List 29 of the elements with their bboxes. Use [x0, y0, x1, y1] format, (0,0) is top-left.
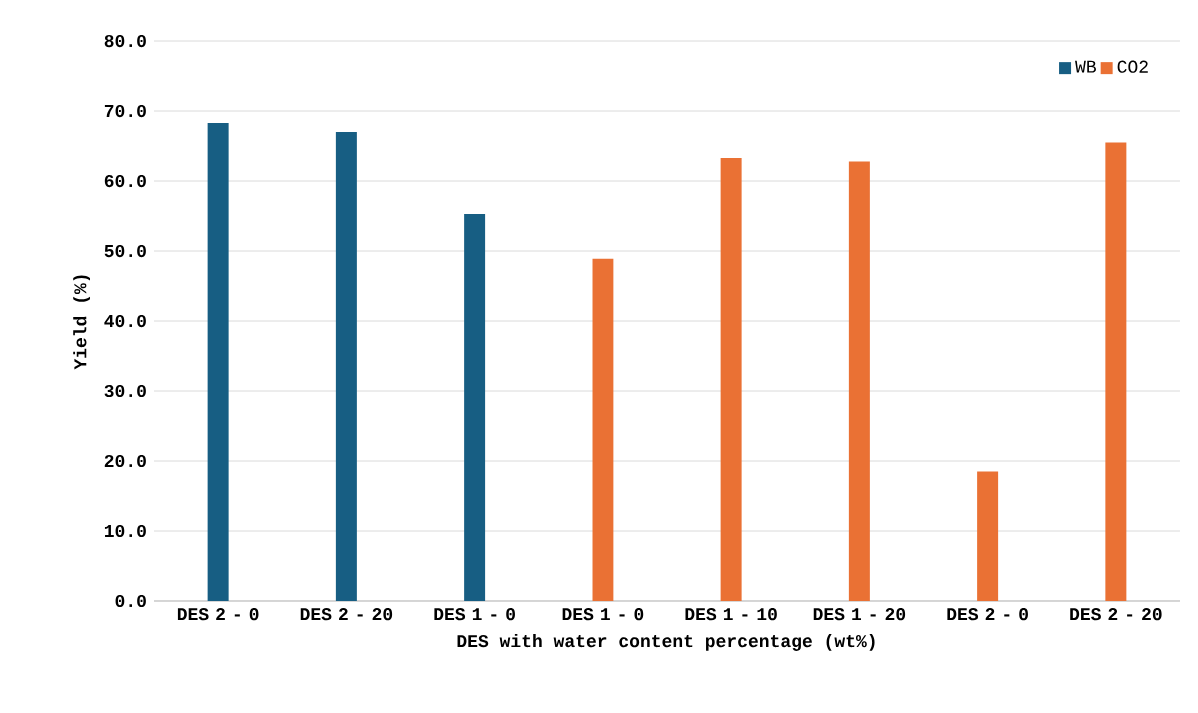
- bar: [207, 122, 229, 601]
- x-tick-label: DES 1 - 0: [562, 608, 644, 621]
- bar: [977, 471, 999, 601]
- bar: [464, 213, 486, 601]
- bar: [848, 161, 870, 601]
- y-tick-label: 20.0: [104, 454, 146, 468]
- x-tick-label: DES 1 - 0: [434, 608, 515, 621]
- x-tick-label: DES 2 - 20: [300, 608, 393, 621]
- y-tick-label: 30.0: [104, 384, 146, 398]
- y-tick-label: 70.0: [104, 104, 146, 118]
- legend-label: CO2: [1117, 60, 1148, 73]
- x-axis-title: DES with water content percentage (wt%): [457, 634, 875, 651]
- x-tick-label: DES 2 - 20: [1070, 608, 1162, 621]
- y-tick-label: 50.0: [104, 244, 146, 258]
- bar: [720, 157, 742, 601]
- x-tick-label: DES 2 - 0: [177, 608, 259, 621]
- bar: [335, 132, 357, 601]
- y-tick-label: 80.0: [104, 34, 146, 48]
- y-tick-label: 40.0: [104, 314, 146, 328]
- y-tick-label: 10.0: [104, 524, 146, 538]
- x-tick-label: DES 1 - 10: [685, 608, 777, 621]
- x-tick-label: DES 1 - 20: [813, 608, 906, 621]
- y-axis-title: Yield (%): [73, 275, 90, 370]
- y-tick-label: 0.0: [115, 594, 146, 608]
- legend-label: WB: [1075, 60, 1096, 73]
- x-tick-label: DES 2 - 0: [947, 608, 1028, 621]
- bar: [592, 258, 614, 601]
- y-tick-label: 60.0: [104, 174, 146, 188]
- bar: [1105, 142, 1127, 601]
